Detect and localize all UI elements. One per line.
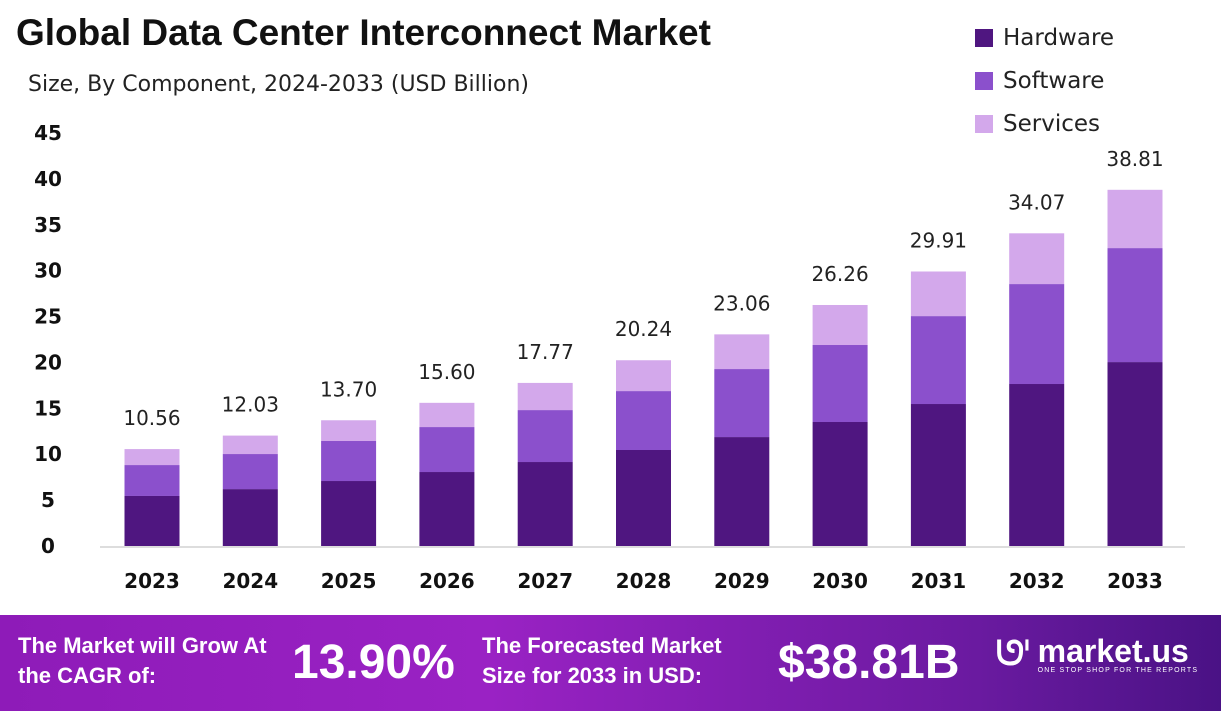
y-tick-label: 35 <box>34 213 62 237</box>
bar-segment-services-2032 <box>1009 233 1065 285</box>
legend-label: Software <box>1003 67 1105 94</box>
y-tick-label: 45 <box>34 121 62 145</box>
bar-segment-hardware-2033 <box>1107 362 1163 546</box>
legend: Hardware Software Services <box>975 16 1114 145</box>
x-tick-label: 2030 <box>812 569 868 593</box>
bar-segment-services-2029 <box>714 334 770 370</box>
bar-segment-software-2033 <box>1107 248 1163 363</box>
y-tick-label: 10 <box>34 442 62 466</box>
data-label-total: 38.81 <box>1106 147 1163 171</box>
chart-plot: 05101520253035404510.56202312.03202413.7… <box>34 121 1185 593</box>
bar-segment-software-2032 <box>1009 284 1065 385</box>
y-tick-label: 15 <box>34 396 62 420</box>
bar-segment-software-2031 <box>910 316 966 405</box>
bar-segment-software-2025 <box>321 441 377 482</box>
y-tick-label: 40 <box>34 167 62 191</box>
legend-swatch <box>975 28 993 47</box>
x-tick-label: 2026 <box>419 569 475 593</box>
bar-segment-hardware-2032 <box>1009 384 1065 546</box>
logo-icon: ᘎᑊ <box>996 635 1030 673</box>
data-label-total: 17.77 <box>517 340 574 364</box>
footer-banner: The Market will Grow At the CAGR of: 13.… <box>0 615 1221 711</box>
y-tick-label: 30 <box>34 259 62 283</box>
y-tick-label: 25 <box>34 305 62 329</box>
legend-swatch <box>975 71 993 90</box>
bar-segment-hardware-2028 <box>616 450 671 546</box>
bar-segment-services-2030 <box>812 304 868 346</box>
data-label-total: 34.07 <box>1008 190 1065 214</box>
x-tick-label: 2028 <box>616 569 672 593</box>
bar-segment-software-2023 <box>124 465 180 496</box>
legend-label: Services <box>1003 110 1100 137</box>
bar-segment-software-2026 <box>419 427 475 473</box>
data-label-total: 13.70 <box>320 377 377 401</box>
data-label-total: 15.60 <box>418 360 475 384</box>
bar-segment-hardware-2031 <box>910 404 966 546</box>
bar-segment-services-2023 <box>124 449 180 466</box>
x-tick-label: 2029 <box>714 569 770 593</box>
bar-segment-hardware-2024 <box>222 489 278 546</box>
chart-title: Global Data Center Interconnect Market <box>16 12 711 53</box>
bar-segment-services-2024 <box>222 435 278 455</box>
legend-item-software: Software <box>975 59 1114 102</box>
legend-label: Hardware <box>1003 24 1115 51</box>
bar-segment-software-2030 <box>812 345 868 423</box>
x-tick-label: 2033 <box>1107 569 1163 593</box>
bar-segment-services-2033 <box>1107 189 1163 249</box>
data-label-total: 23.06 <box>713 291 770 315</box>
data-label-total: 20.24 <box>615 317 672 341</box>
bar-segment-services-2027 <box>517 382 573 411</box>
bar-segment-services-2028 <box>616 360 671 392</box>
bar-segment-hardware-2030 <box>812 422 868 546</box>
x-tick-label: 2024 <box>222 569 278 593</box>
forecast-value: $38.81B <box>778 636 960 689</box>
bar-segment-software-2024 <box>222 454 278 490</box>
cagr-label: The Market will Grow At the CAGR of: <box>18 633 267 688</box>
x-tick-label: 2031 <box>911 569 967 593</box>
x-tick-label: 2027 <box>517 569 573 593</box>
bar-segment-hardware-2023 <box>124 495 180 546</box>
bar-segment-hardware-2029 <box>714 437 770 546</box>
x-tick-label: 2025 <box>321 569 377 593</box>
data-label-total: 29.91 <box>910 228 967 252</box>
bar-segment-hardware-2025 <box>321 481 377 546</box>
bar-segment-hardware-2027 <box>517 462 573 546</box>
legend-swatch <box>975 114 993 133</box>
bar-segment-software-2029 <box>714 369 770 438</box>
bar-segment-services-2025 <box>321 420 377 442</box>
data-label-total: 10.56 <box>123 406 180 430</box>
bar-segment-software-2027 <box>517 410 573 463</box>
bar-segment-services-2031 <box>910 271 966 317</box>
bar-segment-services-2026 <box>419 402 475 428</box>
forecast-label: The Forecasted Market Size for 2033 in U… <box>482 633 722 688</box>
y-tick-label: 20 <box>34 350 62 374</box>
logo-name: market.us <box>1037 633 1189 669</box>
x-tick-label: 2032 <box>1009 569 1065 593</box>
cagr-value: 13.90% <box>292 636 455 689</box>
market-us-logo: ᘎᑊ market.us ONE STOP SHOP FOR THE REPOR… <box>996 635 1198 674</box>
legend-item-hardware: Hardware <box>975 16 1114 59</box>
data-label-total: 12.03 <box>222 393 279 417</box>
y-tick-label: 5 <box>41 488 55 512</box>
logo-tagline: ONE STOP SHOP FOR THE REPORTS <box>1037 667 1199 674</box>
bar-segment-software-2028 <box>616 391 671 451</box>
y-tick-label: 0 <box>41 534 55 558</box>
data-label-total: 26.26 <box>811 262 868 286</box>
bar-segment-hardware-2026 <box>419 472 475 546</box>
legend-item-services: Services <box>975 102 1114 145</box>
x-tick-label: 2023 <box>124 569 180 593</box>
chart-subtitle: Size, By Component, 2024-2033 (USD Billi… <box>28 72 529 97</box>
